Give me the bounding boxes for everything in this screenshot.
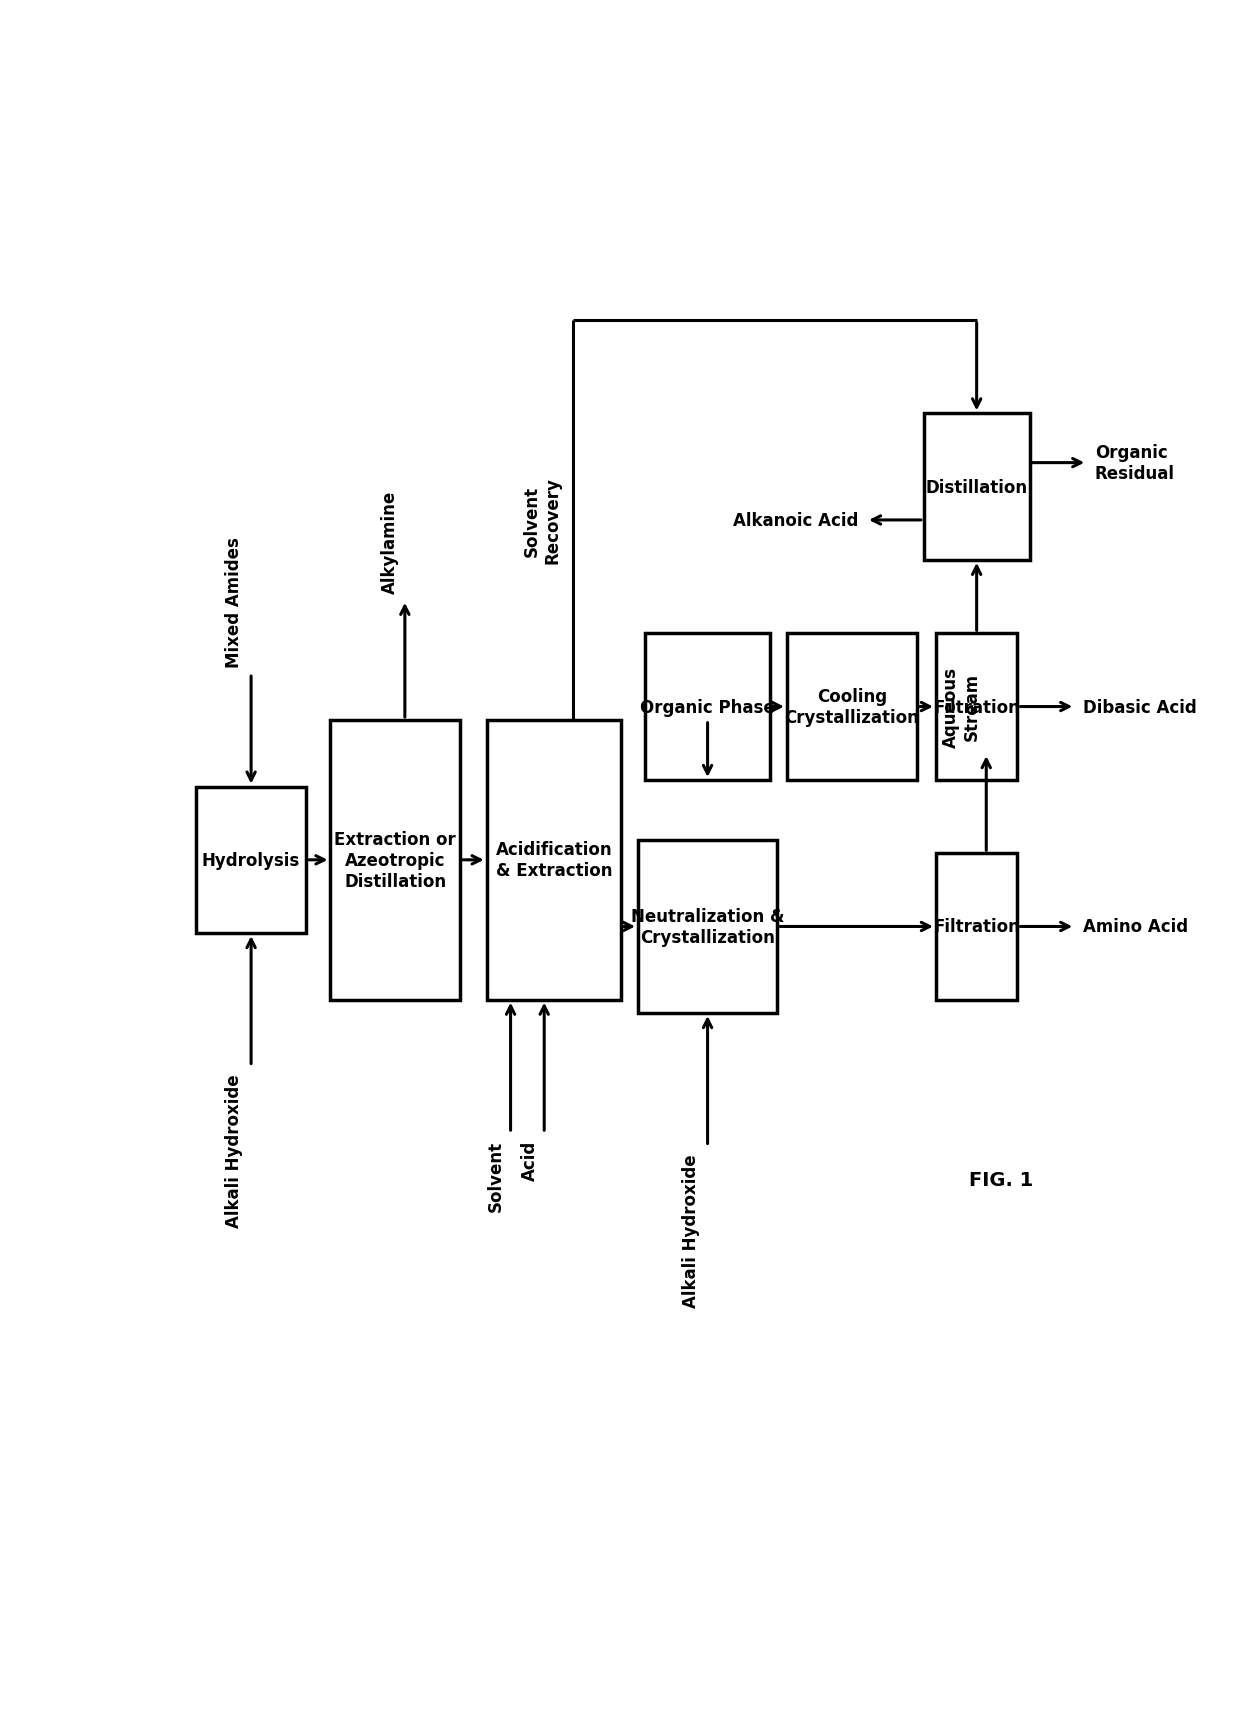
Text: Alkali Hydroxide: Alkali Hydroxide: [226, 1073, 243, 1227]
Text: Extraction or
Azeotropic
Distillation: Extraction or Azeotropic Distillation: [335, 830, 456, 891]
FancyBboxPatch shape: [936, 853, 1018, 1000]
Text: Filtration: Filtration: [934, 919, 1021, 936]
Text: Amino Acid: Amino Acid: [1083, 919, 1188, 936]
FancyBboxPatch shape: [924, 413, 1029, 561]
Text: Alkali Hydroxide: Alkali Hydroxide: [682, 1154, 699, 1306]
Text: Mixed Amides: Mixed Amides: [226, 536, 243, 668]
Text: Distillation: Distillation: [925, 479, 1028, 497]
Text: Acid: Acid: [521, 1140, 538, 1180]
Text: Neutralization &
Crystallization: Neutralization & Crystallization: [631, 908, 785, 946]
Text: Solvent: Solvent: [487, 1140, 505, 1211]
Text: Aqueous
Stream: Aqueous Stream: [941, 666, 981, 747]
Text: Alkylamine: Alkylamine: [381, 491, 399, 593]
FancyBboxPatch shape: [330, 720, 460, 1000]
Text: Solvent
Recovery: Solvent Recovery: [523, 477, 562, 564]
FancyBboxPatch shape: [787, 633, 916, 780]
Text: Alkanoic Acid: Alkanoic Acid: [733, 512, 858, 529]
Text: Hydrolysis: Hydrolysis: [202, 851, 300, 868]
FancyBboxPatch shape: [936, 633, 1018, 780]
FancyBboxPatch shape: [637, 841, 777, 1014]
FancyBboxPatch shape: [486, 720, 621, 1000]
FancyBboxPatch shape: [645, 633, 770, 780]
FancyBboxPatch shape: [196, 787, 306, 934]
Text: FIG. 1: FIG. 1: [968, 1171, 1033, 1190]
Text: Acidification
& Extraction: Acidification & Extraction: [496, 841, 613, 881]
Text: Organic
Residual: Organic Residual: [1095, 445, 1174, 483]
Text: Organic Phase: Organic Phase: [640, 699, 775, 716]
Text: Cooling
Crystallization: Cooling Crystallization: [784, 689, 919, 727]
Text: Filtration: Filtration: [934, 699, 1021, 716]
Text: Dibasic Acid: Dibasic Acid: [1083, 699, 1197, 716]
